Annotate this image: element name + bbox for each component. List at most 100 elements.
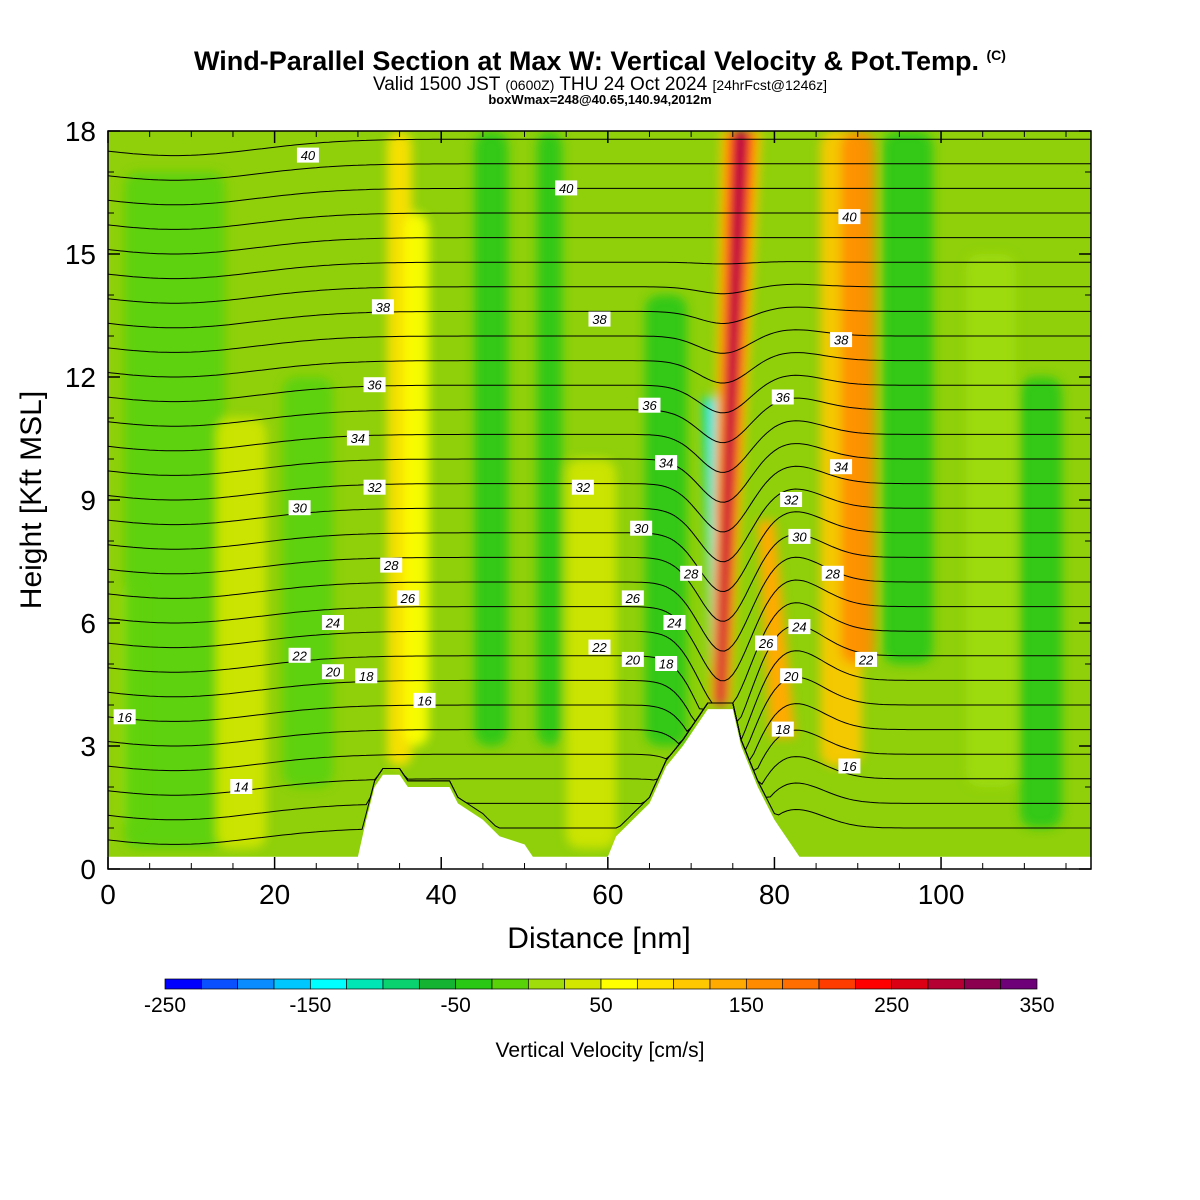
theta-label-box <box>838 758 861 774</box>
theta-contour-line <box>108 138 1091 157</box>
theta-label-text: 26 <box>400 591 416 606</box>
theta-label-box <box>788 619 811 635</box>
theta-label-text: 14 <box>234 780 248 795</box>
theta-label-box <box>680 565 703 581</box>
theta-label: 16 <box>838 758 861 774</box>
theta-contour-line <box>108 465 1091 533</box>
theta-label-text: 36 <box>367 378 382 393</box>
theta-label: 30 <box>788 528 811 544</box>
colorbar-tick-label: -250 <box>144 994 186 1017</box>
theta-label: 16 <box>113 709 136 725</box>
colorbar-swatch <box>564 978 602 990</box>
theta-contour-line <box>108 511 1091 593</box>
colorbar-swatch <box>673 978 711 990</box>
theta-label-box <box>321 664 344 680</box>
colorbar-tick-label: 250 <box>874 994 909 1017</box>
theta-contour-line <box>108 702 1091 762</box>
theta-label: 34 <box>346 430 369 446</box>
y-tick-label: 6 <box>80 608 96 639</box>
theta-label-text: 22 <box>858 652 874 667</box>
colorbar-swatch <box>237 978 275 990</box>
y-tick-label: 12 <box>65 362 96 393</box>
colorbar-tick-label: -150 <box>289 994 331 1017</box>
theta-label-text: 28 <box>383 558 399 573</box>
colorbar-tick-label: -50 <box>440 994 470 1017</box>
theta-label: 38 <box>830 332 853 348</box>
y-tick-label: 18 <box>65 116 96 147</box>
colorbar-swatch <box>782 978 820 990</box>
theta-label-box <box>396 590 419 606</box>
theta-contour-line <box>108 533 1091 622</box>
y-tick-label: 0 <box>80 854 96 885</box>
theta-label-box <box>380 557 403 573</box>
y-tick-label: 15 <box>65 239 96 270</box>
theta-contour-line <box>108 579 1091 682</box>
x-tick-label: 80 <box>759 879 790 910</box>
box-max-info: boxWmax=248@40.65,140.94,2012m <box>488 92 712 107</box>
colorbar-swatch <box>963 978 1002 990</box>
vv-band <box>474 131 508 746</box>
theta-label-text: 26 <box>625 591 641 606</box>
x-tick-label: 40 <box>426 879 457 910</box>
theta-label-box <box>363 479 386 495</box>
colorbar-swatch <box>164 978 202 990</box>
theta-label-text: 28 <box>825 566 841 581</box>
theta-label: 22 <box>288 647 311 663</box>
theta-label-text: 36 <box>642 398 657 413</box>
chart-subtitle: Valid 1500 JST (0600Z) THU 24 Oct 2024 [… <box>372 74 828 95</box>
theta-contour-line <box>108 212 1091 230</box>
theta-label-box <box>413 692 436 708</box>
theta-label: 36 <box>638 397 661 413</box>
theta-label-box <box>855 651 878 667</box>
theta-label-box <box>371 299 394 315</box>
theta-contour-line <box>108 702 1091 772</box>
theta-label-text: 18 <box>659 657 674 672</box>
theta-contour-line <box>108 329 1091 354</box>
theta-label: 28 <box>821 565 844 581</box>
theta-label-box <box>555 180 578 196</box>
vv-band <box>1020 377 1062 828</box>
vertical-velocity-field <box>120 131 1062 849</box>
vv-band <box>966 254 1017 787</box>
theta-contour-labels: 40 40 40 38 38 38 36 36 36 34 34 34 32 32 32 30 30 30 28 28… <box>113 147 878 795</box>
theta-label-box <box>780 492 803 507</box>
theta-label: 22 <box>588 639 611 655</box>
theta-label-text: 26 <box>758 636 774 651</box>
theta-label: 28 <box>680 565 703 581</box>
colorbar-swatch <box>927 978 965 990</box>
theta-contour-line <box>108 488 1091 563</box>
theta-label-text: 16 <box>117 710 132 725</box>
theta-label: 40 <box>555 180 578 196</box>
theta-label-text: 40 <box>301 148 316 163</box>
title-block: Wind-Parallel Section at Max W: Vertical… <box>0 40 1200 106</box>
theta-label: 18 <box>771 721 794 737</box>
theta-label-text: 38 <box>592 312 607 327</box>
colorbar-swatch <box>709 978 747 990</box>
colorbar-swatch <box>309 978 348 990</box>
theta-label-text: 32 <box>784 493 799 508</box>
theta-label: 20 <box>621 651 644 667</box>
theta-label: 30 <box>630 520 653 536</box>
theta-label-box <box>830 332 853 348</box>
x-tick-label: 0 <box>100 879 116 910</box>
colorbar-tick-label: 350 <box>1019 994 1054 1017</box>
colorbar-swatch <box>418 978 457 990</box>
potential-temperature-contours <box>108 131 1091 845</box>
theta-label: 32 <box>780 492 803 508</box>
colorbar-swatch <box>636 978 675 990</box>
colorbar-swatch <box>382 978 420 990</box>
colorbar-label: Vertical Velocity [cm/s] <box>496 1039 705 1062</box>
theta-label-text: 34 <box>834 460 848 475</box>
theta-label: 14 <box>230 779 253 795</box>
theta-label-box <box>638 397 661 413</box>
colorbar-swatch <box>1000 978 1038 990</box>
theta-label-text: 32 <box>576 480 591 495</box>
theta-label-text: 34 <box>351 431 365 446</box>
theta-label: 16 <box>413 692 436 708</box>
theta-contour-line <box>108 650 1091 742</box>
theta-contour-line <box>108 397 1091 444</box>
theta-contour-line <box>108 420 1091 473</box>
theta-label-text: 16 <box>417 693 432 708</box>
theta-label-box <box>355 668 378 684</box>
